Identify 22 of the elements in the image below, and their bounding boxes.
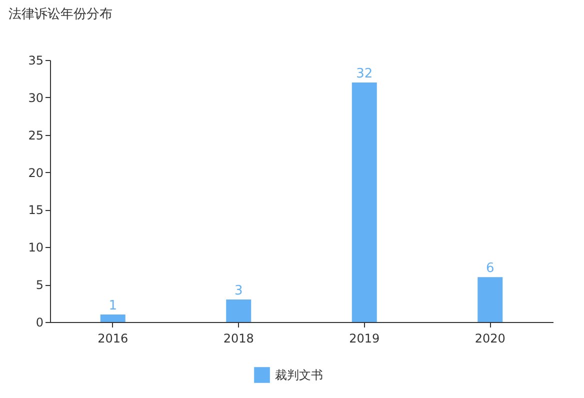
bar (226, 300, 252, 322)
data-label: 3 (234, 284, 243, 299)
bar (352, 82, 377, 322)
y-tick-label: 35 (28, 54, 44, 68)
data-label: 1 (108, 298, 118, 314)
y-tick-label: 15 (28, 203, 44, 218)
y-tick-label: 20 (28, 166, 44, 180)
x-tick-label: 2018 (223, 332, 254, 346)
y-tick-label: 30 (28, 90, 44, 105)
y-tick-label: 25 (28, 128, 44, 142)
chart-title: 法律诉讼年份分布 (8, 7, 113, 22)
y-tick-label: 10 (28, 240, 44, 255)
bar (478, 277, 503, 322)
y-tick-label: 0 (36, 316, 44, 330)
data-label: 32 (356, 66, 373, 82)
bar (100, 314, 126, 322)
x-tick-label: 2019 (349, 332, 380, 346)
legend-label: 裁判文书 (275, 368, 323, 382)
data-label: 6 (486, 261, 494, 276)
x-tick-label: 2020 (474, 332, 506, 346)
x-tick-label: 2016 (98, 332, 128, 346)
y-tick-label: 5 (36, 278, 44, 292)
